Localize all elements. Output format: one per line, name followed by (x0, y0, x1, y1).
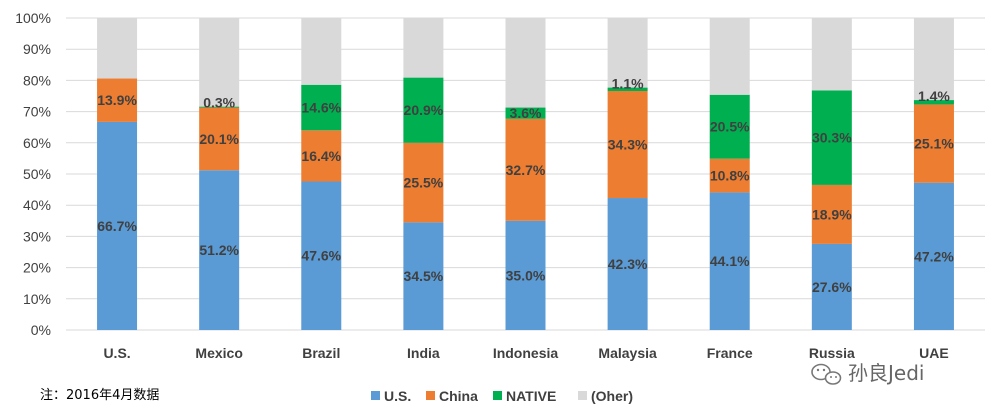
bar-segment-native (607, 87, 648, 92)
x-category-label: Brazil (302, 345, 340, 361)
watermark-handle: 孙良Jedi (848, 361, 924, 385)
bar-segment-other (301, 18, 342, 85)
bar-segment-china (505, 118, 546, 221)
bar-segment-other (811, 18, 852, 91)
bar-segment-china (301, 130, 342, 182)
y-axis-tick-labels: 0% 10% 20% 30% 40% 50% 60% 70% 80% 90% 100% (15, 10, 51, 338)
data-label: 44.1% (710, 253, 750, 269)
x-category-label: U.S. (103, 345, 130, 361)
data-label: 3.6% (510, 105, 542, 121)
bar-segment-native (811, 90, 852, 185)
legend-label: NATIVE (506, 388, 556, 404)
data-label: 34.3% (608, 137, 648, 153)
legend-swatch-us (371, 391, 380, 400)
data-label: 18.9% (812, 206, 852, 222)
x-category-label: Malaysia (598, 345, 657, 361)
legend-label: China (439, 388, 478, 404)
bar-segment-us (811, 243, 852, 330)
data-label: 47.2% (914, 248, 954, 264)
data-label: 25.1% (914, 136, 954, 152)
bar-segment-us (403, 222, 444, 330)
data-labels: 66.7% 13.9% 51.2% 20.1% 0.3% 47.6% 16.4% 14.6% 3… (97, 76, 954, 295)
x-axis-category-labels: U.S. Mexico Brazil India Indonesia Malaysia Fr… (103, 345, 948, 361)
x-category-label: Indonesia (493, 345, 559, 361)
y-tick-label: 80% (23, 72, 51, 88)
bar-segment-native (709, 94, 750, 159)
x-category-label: India (407, 345, 440, 361)
bar-segment-other (913, 18, 954, 101)
legend-swatch-native (493, 391, 502, 400)
data-label: 1.4% (918, 88, 950, 104)
legend-swatch-china (426, 391, 435, 400)
bar-segment-us (301, 181, 342, 330)
data-label: 14.6% (301, 100, 341, 116)
data-label: 10.8% (710, 168, 750, 184)
data-label: 0.3% (203, 95, 235, 111)
bar-segment-china (913, 104, 954, 183)
data-note: 注：2016年4月数据 (40, 388, 159, 403)
bar-segment-us (97, 121, 138, 330)
y-tick-label: 90% (23, 41, 51, 57)
wechat-logo-icon (811, 363, 842, 385)
bar-segment-china (199, 107, 240, 171)
data-label: 51.2% (199, 242, 239, 258)
data-label: 35.0% (506, 267, 546, 283)
data-label: 20.5% (710, 119, 750, 135)
bar-segment-other (505, 18, 546, 108)
bar-segment-china (607, 91, 648, 199)
y-tick-label: 70% (23, 104, 51, 120)
data-label: 34.5% (404, 268, 444, 284)
data-label: 42.3% (608, 256, 648, 272)
bars (97, 18, 954, 330)
y-tick-label: 50% (23, 166, 51, 182)
legend-swatch-other (578, 391, 587, 400)
y-tick-label: 40% (23, 197, 51, 213)
bar-segment-us (709, 192, 750, 330)
data-label: 1.1% (612, 76, 644, 92)
legend-label: U.S. (384, 388, 411, 404)
bar-segment-china (811, 184, 852, 244)
data-label: 32.7% (506, 162, 546, 178)
data-label: 16.4% (301, 148, 341, 164)
legend-label: (Oher) (591, 388, 633, 404)
bar-segment-native (913, 100, 954, 105)
y-tick-label: 30% (23, 228, 51, 244)
bar-segment-other (97, 18, 138, 79)
bar-segment-other (199, 18, 240, 107)
data-label: 20.9% (404, 102, 444, 118)
data-label: 20.1% (199, 131, 239, 147)
bar-segment-us (199, 170, 240, 330)
y-tick-label: 60% (23, 135, 51, 151)
y-tick-label: 100% (15, 10, 51, 26)
data-label: 25.5% (404, 175, 444, 191)
bar-segment-native (403, 77, 444, 143)
bar-segment-us (607, 198, 648, 330)
bar-segment-us (505, 220, 546, 330)
bar-segment-china (97, 78, 138, 122)
bar-segment-native (301, 84, 342, 131)
bar-segment-other (403, 18, 444, 78)
data-label: 13.9% (97, 92, 137, 108)
data-label: 27.6% (812, 279, 852, 295)
x-category-label: France (707, 345, 753, 361)
bar-segment-other (607, 18, 648, 88)
x-category-label: UAE (919, 345, 949, 361)
x-category-label: Mexico (195, 345, 242, 361)
y-tick-label: 20% (23, 260, 51, 276)
bar-segment-china (709, 158, 750, 193)
x-category-label: Russia (809, 345, 855, 361)
data-label: 30.3% (812, 130, 852, 146)
bar-segment-native (199, 106, 240, 108)
bar-segment-native (505, 107, 546, 119)
data-label: 47.6% (301, 248, 341, 264)
legend: U.S. China NATIVE (Oher) (371, 388, 633, 404)
bar-segment-us (913, 182, 954, 330)
y-tick-label: 0% (31, 322, 51, 338)
data-label: 66.7% (97, 218, 137, 234)
y-tick-label: 10% (23, 291, 51, 307)
watermark: 孙良Jedi (811, 361, 924, 385)
bar-segment-other (709, 18, 750, 95)
bar-segment-china (403, 142, 444, 223)
